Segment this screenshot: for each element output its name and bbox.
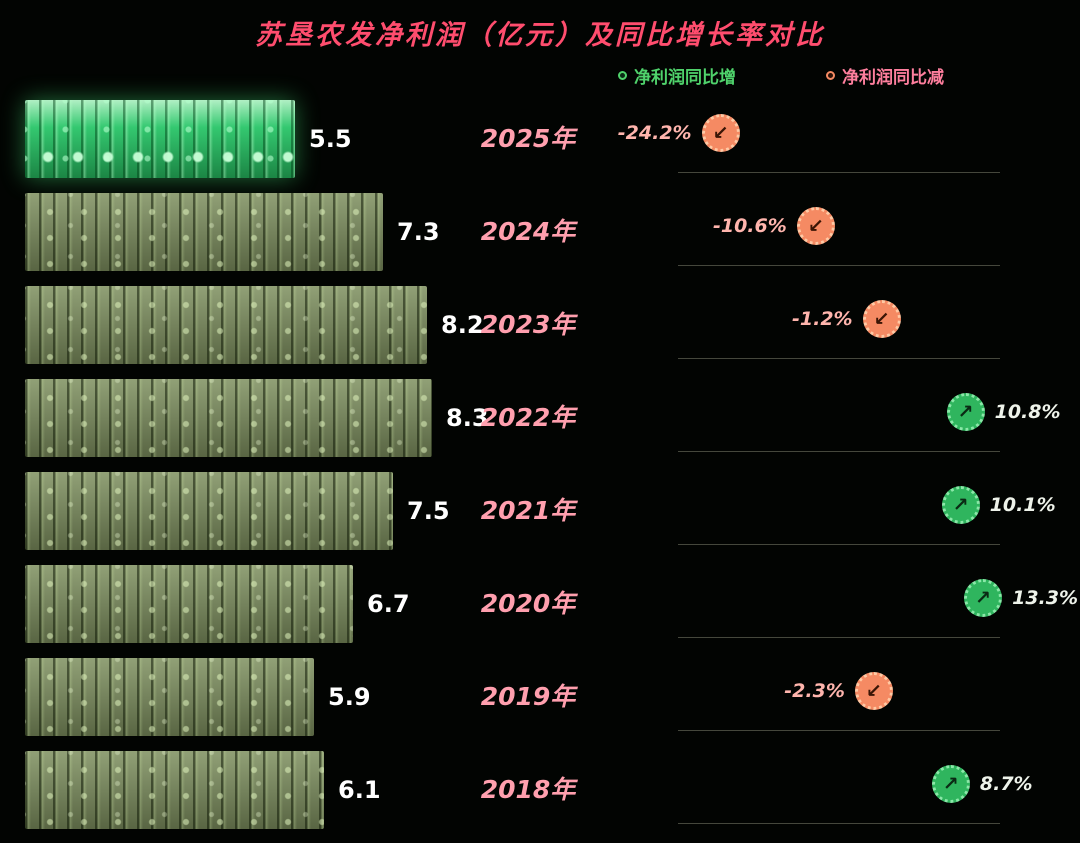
row-divider bbox=[678, 544, 1000, 545]
profit-bar bbox=[25, 472, 393, 550]
legend-increase-label: 净利润同比增 bbox=[634, 68, 736, 88]
legend-decrease-label: 净利润同比减 bbox=[842, 68, 944, 88]
legend-decrease-dot-icon bbox=[826, 71, 835, 80]
row-divider bbox=[678, 637, 1000, 638]
year-label: 2023年 bbox=[480, 310, 576, 339]
arrow-down-left-icon: ↙ bbox=[796, 207, 835, 245]
arrow-down-left-icon: ↙ bbox=[854, 672, 893, 710]
row-divider bbox=[678, 451, 1000, 452]
growth-value-label: -2.3% bbox=[784, 680, 845, 702]
growth-value-label: 8.7% bbox=[979, 773, 1033, 795]
year-label: 2018年 bbox=[480, 775, 576, 804]
profit-bar bbox=[25, 565, 353, 643]
arrow-up-right-icon: ↗ bbox=[941, 486, 980, 524]
profit-bar bbox=[25, 379, 432, 457]
profit-bar bbox=[25, 751, 324, 829]
bar-value-label: 8.3 bbox=[446, 404, 489, 432]
row-divider bbox=[678, 823, 1000, 824]
bar-value-label: 6.1 bbox=[338, 776, 381, 804]
arrow-down-left-icon: ↙ bbox=[862, 300, 901, 338]
bar-value-label: 7.3 bbox=[397, 218, 440, 246]
row-divider bbox=[678, 730, 1000, 731]
growth-value-label: 10.8% bbox=[994, 401, 1061, 423]
growth-value-label: 10.1% bbox=[989, 494, 1056, 516]
bar-value-label: 5.9 bbox=[328, 683, 371, 711]
arrow-up-right-icon: ↗ bbox=[931, 765, 970, 803]
year-label: 2021年 bbox=[480, 496, 576, 525]
year-label: 2025年 bbox=[480, 124, 576, 153]
legend-decrease: 净利润同比减 bbox=[826, 63, 944, 88]
growth-value-label: -1.2% bbox=[792, 308, 853, 330]
profit-bar bbox=[25, 286, 427, 364]
legend-increase-dot-icon bbox=[618, 71, 627, 80]
arrow-up-right-icon: ↗ bbox=[964, 579, 1003, 617]
year-label: 2024年 bbox=[480, 217, 576, 246]
bar-value-label: 7.5 bbox=[407, 497, 450, 525]
year-label: 2022年 bbox=[480, 403, 576, 432]
profit-bar bbox=[25, 100, 295, 178]
year-label: 2020年 bbox=[480, 589, 576, 618]
bar-value-label: 6.7 bbox=[367, 590, 410, 618]
growth-value-label: 13.3% bbox=[1012, 587, 1079, 609]
bar-value-label: 8.2 bbox=[441, 311, 484, 339]
growth-value-label: -10.6% bbox=[712, 215, 787, 237]
profit-bar bbox=[25, 658, 314, 736]
row-divider bbox=[678, 172, 1000, 173]
profit-bar bbox=[25, 193, 383, 271]
chart-title: 苏垦农发净利润（亿元）及同比增长率对比 bbox=[255, 20, 825, 51]
arrow-up-right-icon: ↗ bbox=[946, 393, 985, 431]
year-label: 2019年 bbox=[480, 682, 576, 711]
row-divider bbox=[678, 358, 1000, 359]
growth-value-label: -24.2% bbox=[617, 122, 692, 144]
legend-increase: 净利润同比增 bbox=[618, 63, 736, 88]
arrow-down-left-icon: ↙ bbox=[701, 114, 740, 152]
bar-value-label: 5.5 bbox=[309, 125, 352, 153]
row-divider bbox=[678, 265, 1000, 266]
